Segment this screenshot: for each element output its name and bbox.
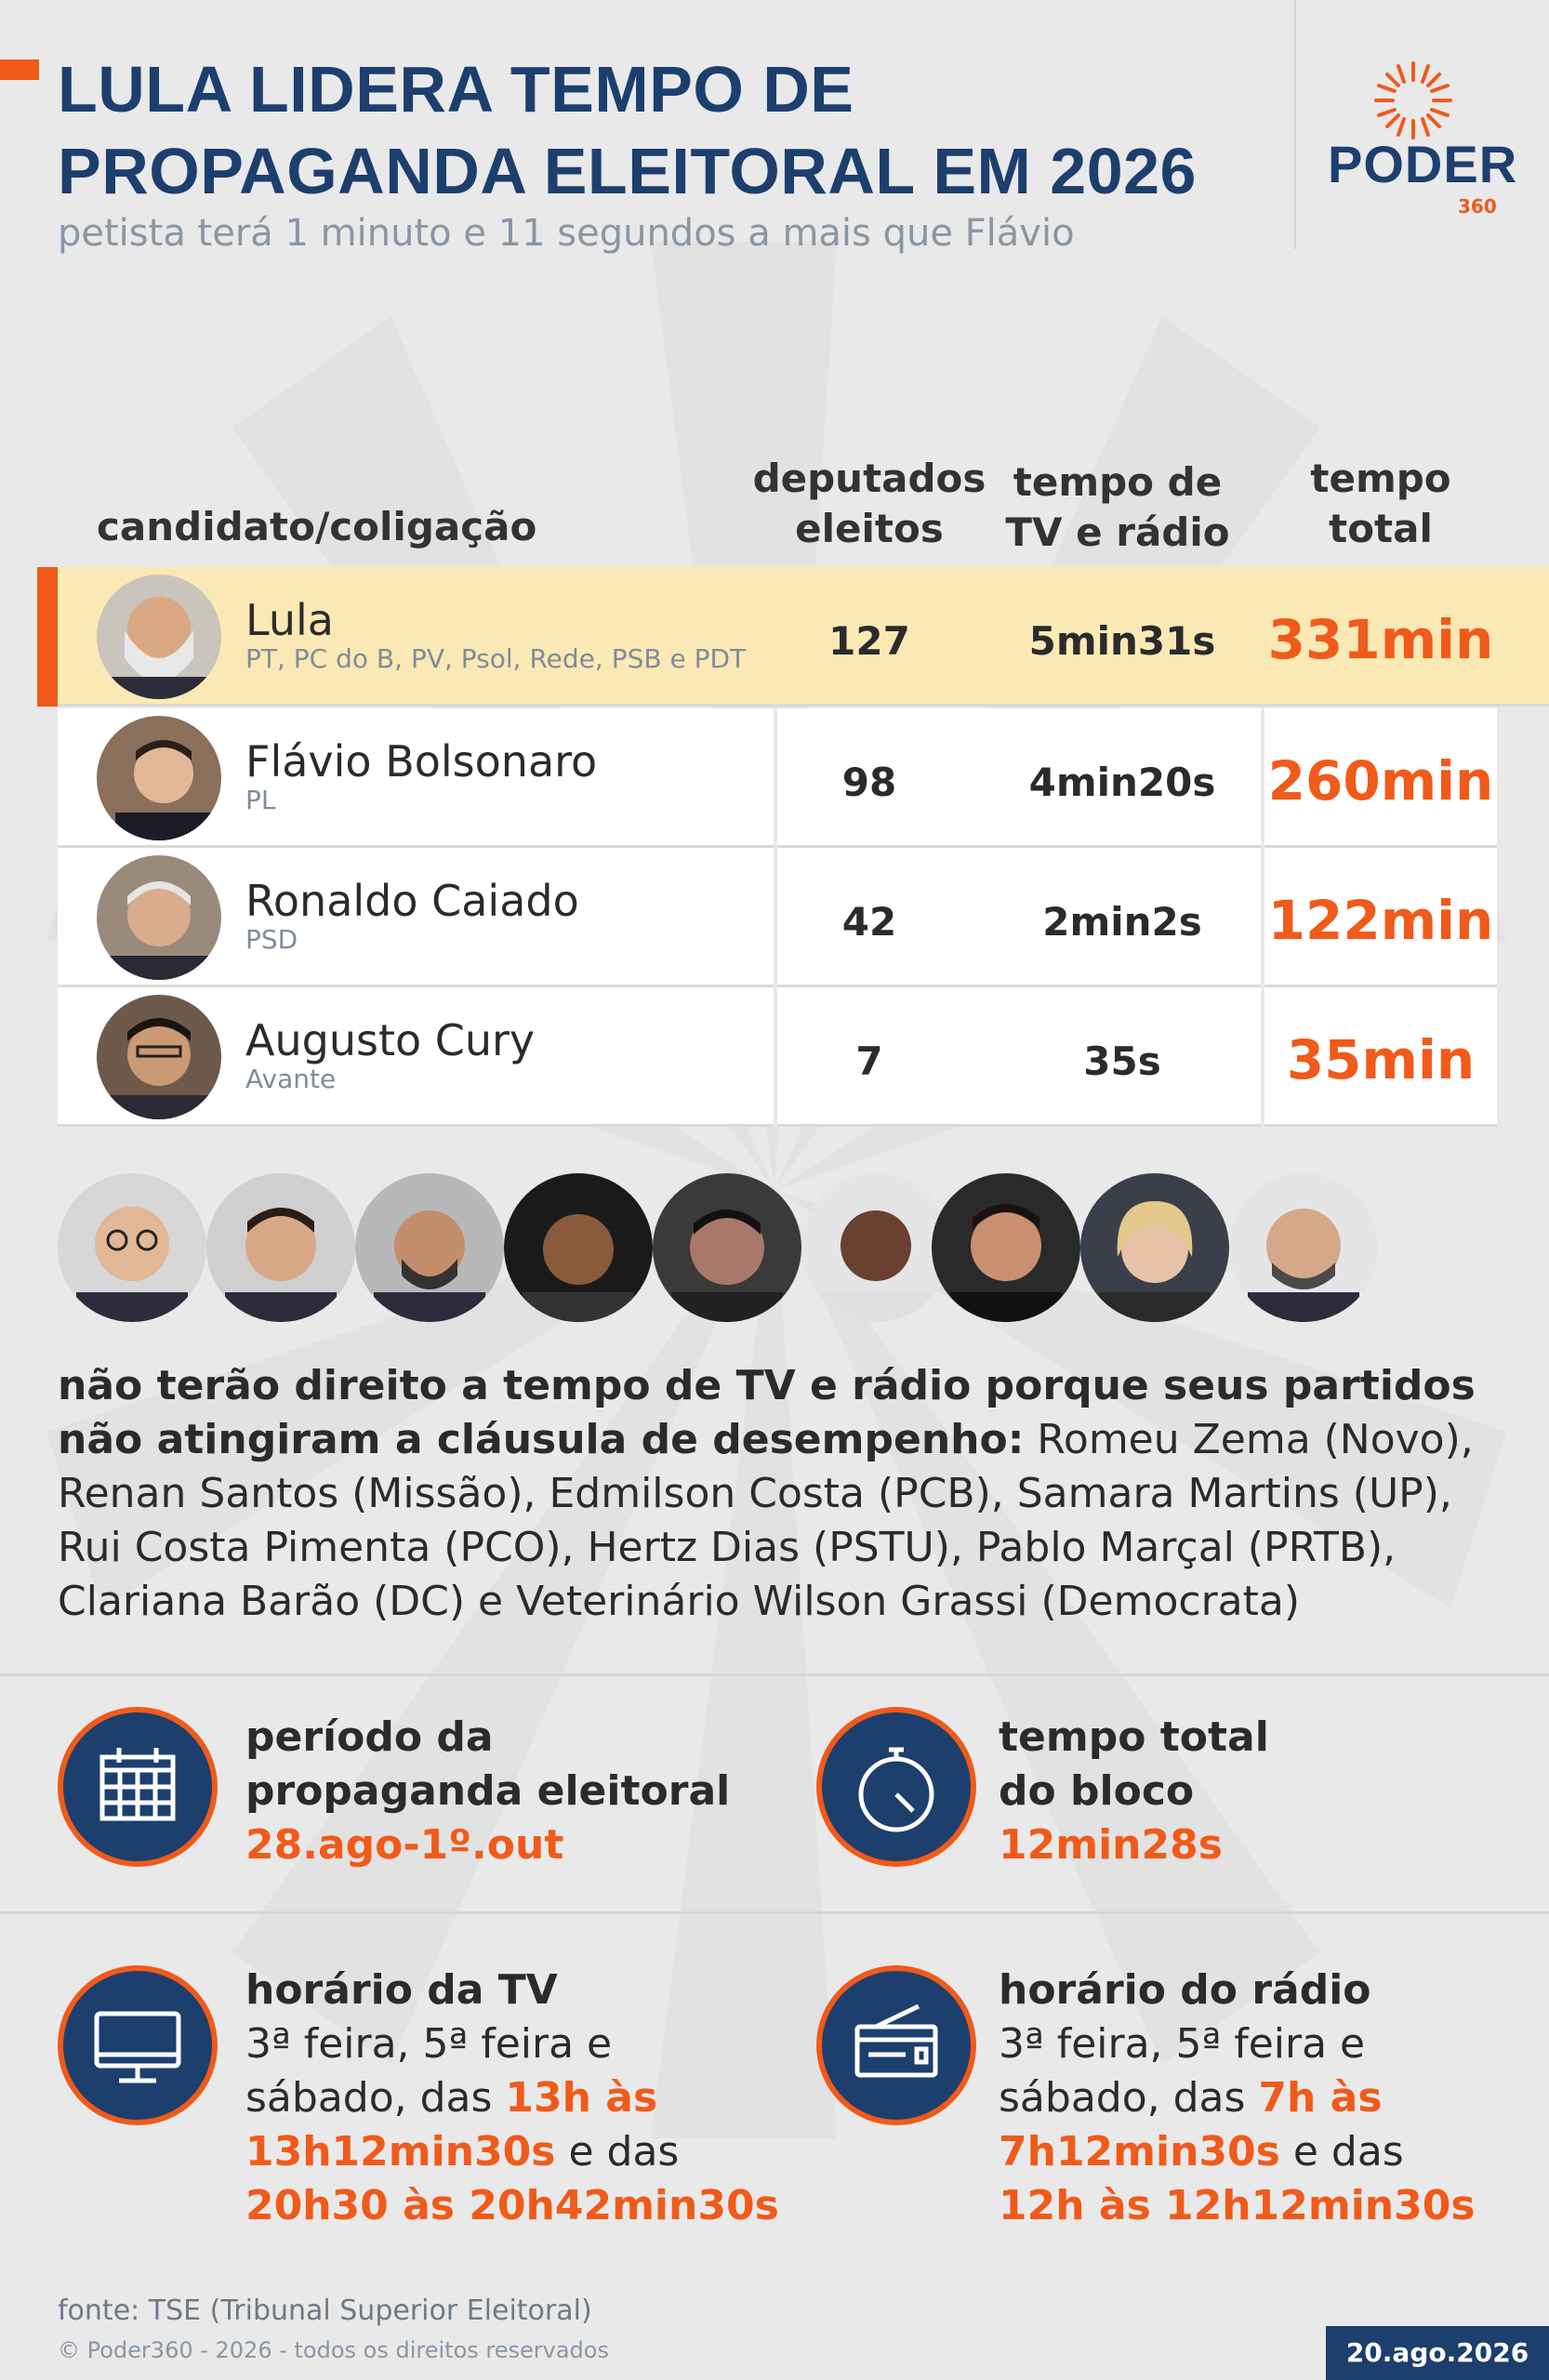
candidate-name: Flávio Bolsonaro bbox=[245, 736, 598, 787]
avatar-ronaldo-caiado bbox=[97, 855, 221, 980]
table-row bbox=[37, 567, 1549, 707]
block-title: tempo total do bloco bbox=[999, 1713, 1269, 1815]
radio-schedule-line3: 7h12min30s e das bbox=[999, 2128, 1404, 2175]
candidate-name: Lula bbox=[245, 595, 334, 645]
poder360-logo: PODER 360 bbox=[1328, 58, 1518, 225]
date-badge: 20.ago.2026 bbox=[1326, 2326, 1549, 2380]
excluded-candidates-note: não terão direito a tempo de TV e rádio … bbox=[58, 1362, 1476, 1625]
table-row bbox=[58, 987, 1497, 1127]
table-row bbox=[58, 848, 1497, 987]
divider bbox=[0, 1911, 1549, 1914]
sun-logo-icon bbox=[1374, 61, 1452, 139]
tv-schedule-line2: sábado, das 13h às bbox=[245, 2074, 658, 2122]
deputies-value: 98 bbox=[841, 760, 897, 805]
logo-number: 360 bbox=[1458, 195, 1497, 218]
monitor-icon bbox=[58, 1965, 218, 2125]
radio-schedule-title: horário do rádio bbox=[999, 1966, 1371, 2014]
header-candidate: candidato/coligação bbox=[97, 504, 537, 549]
tv-time-value: 4min20s bbox=[1028, 760, 1216, 805]
block-value: 12min28s bbox=[999, 1821, 1223, 1869]
page-subtitle: petista terá 1 minuto e 11 segundos a ma… bbox=[58, 212, 1075, 255]
accent-bar bbox=[0, 60, 39, 80]
avatar-samara-martins bbox=[504, 1173, 653, 1322]
avatar-hertz-dias bbox=[801, 1173, 950, 1322]
header-tv-time: tempo de TV e rádio bbox=[1005, 459, 1230, 555]
avatar-lula bbox=[97, 575, 221, 699]
candidate-name: Augusto Cury bbox=[245, 1015, 536, 1065]
logo-divider bbox=[1294, 0, 1296, 249]
tv-schedule-line1: 3ª feira, 5ª feira e bbox=[245, 2020, 613, 2068]
candidate-party: PT, PC do B, PV, Psol, Rede, PSB e PDT bbox=[245, 643, 747, 674]
radio-schedule-line1: 3ª feira, 5ª feira e bbox=[999, 2020, 1366, 2068]
tv-schedule-line4: 20h30 às 20h42min30s bbox=[245, 2182, 779, 2229]
avatar-wilson-grassi bbox=[1229, 1173, 1378, 1322]
avatar-edmilson-costa bbox=[355, 1173, 504, 1322]
candidate-party: PL bbox=[245, 785, 276, 815]
avatar-renan-santos bbox=[206, 1173, 355, 1322]
source-note: fonte: TSE (Tribunal Superior Eleitoral) bbox=[58, 2294, 592, 2327]
avatar-romeu-zema bbox=[58, 1173, 206, 1322]
tv-time-value: 2min2s bbox=[1042, 899, 1202, 945]
radio-schedule-line2: sábado, das 7h às bbox=[999, 2074, 1383, 2122]
header-total-time: tempo total bbox=[1310, 456, 1451, 551]
copyright-note: © Poder360 - 2026 - todos os direitos re… bbox=[58, 2337, 609, 2363]
avatar-pablo-marcal bbox=[932, 1173, 1080, 1322]
total-time-value: 260min bbox=[1267, 749, 1494, 813]
avatar-augusto-cury bbox=[97, 995, 221, 1119]
deputies-value: 127 bbox=[828, 618, 910, 664]
deputies-value: 42 bbox=[841, 899, 897, 945]
total-time-value: 35min bbox=[1286, 1028, 1476, 1091]
header-deputies: deputados eleitos bbox=[752, 456, 986, 551]
avatar-rui-costa-pimenta bbox=[653, 1173, 801, 1322]
period-value: 28.ago-1º.out bbox=[245, 1821, 564, 1869]
total-time-value: 122min bbox=[1267, 889, 1494, 952]
candidate-party: PSD bbox=[245, 924, 298, 955]
total-time-value: 331min bbox=[1267, 608, 1494, 671]
period-title: período da propaganda eleitoral bbox=[245, 1713, 731, 1815]
logo-wordmark: PODER bbox=[1328, 135, 1518, 193]
divider bbox=[0, 1673, 1549, 1676]
tv-time-value: 5min31s bbox=[1028, 618, 1216, 664]
deputies-value: 7 bbox=[855, 1038, 883, 1084]
avatar-flavio-bolsonaro bbox=[97, 716, 221, 840]
highlight-marker bbox=[37, 567, 58, 707]
radio-icon bbox=[816, 1965, 976, 2125]
stopwatch-icon bbox=[816, 1707, 976, 1867]
table-row bbox=[58, 708, 1497, 848]
avatar-clariana-barao bbox=[1080, 1173, 1229, 1322]
calendar-icon bbox=[58, 1707, 218, 1867]
tv-schedule-title: horário da TV bbox=[245, 1966, 558, 2014]
page-title: LULA LIDERA TEMPO DE PROPAGANDA ELEITORA… bbox=[58, 53, 1197, 207]
radio-schedule-line4: 12h às 12h12min30s bbox=[999, 2182, 1476, 2229]
tv-time-value: 35s bbox=[1083, 1038, 1161, 1084]
candidate-party: Avante bbox=[245, 1064, 337, 1094]
tv-schedule-line3: 13h12min30s e das bbox=[245, 2128, 680, 2175]
candidate-name: Ronaldo Caiado bbox=[245, 876, 579, 926]
